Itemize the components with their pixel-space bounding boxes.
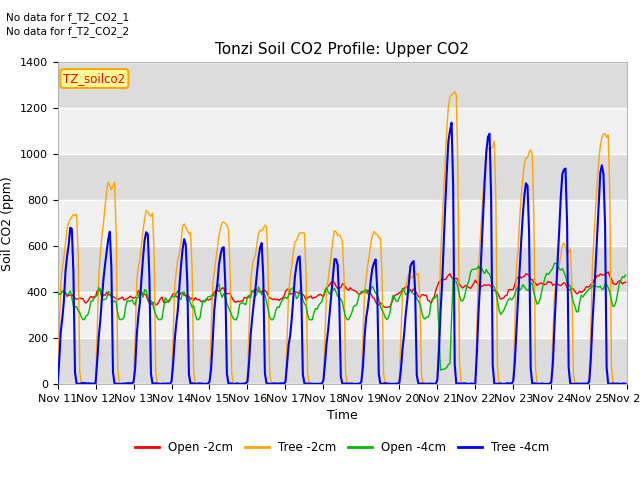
Bar xyxy=(58,338,627,384)
Text: TZ_soilco2: TZ_soilco2 xyxy=(63,72,125,85)
Bar xyxy=(58,62,627,108)
Legend: Open -2cm, Tree -2cm, Open -4cm, Tree -4cm: Open -2cm, Tree -2cm, Open -4cm, Tree -4… xyxy=(131,436,554,458)
Title: Tonzi Soil CO2 Profile: Upper CO2: Tonzi Soil CO2 Profile: Upper CO2 xyxy=(216,42,469,57)
Text: No data for f_T2_CO2_2: No data for f_T2_CO2_2 xyxy=(6,26,129,37)
X-axis label: Time: Time xyxy=(327,409,358,422)
Bar xyxy=(58,246,627,292)
Text: No data for f_T2_CO2_1: No data for f_T2_CO2_1 xyxy=(6,12,129,23)
Y-axis label: Soil CO2 (ppm): Soil CO2 (ppm) xyxy=(1,176,14,271)
Bar xyxy=(58,154,627,200)
